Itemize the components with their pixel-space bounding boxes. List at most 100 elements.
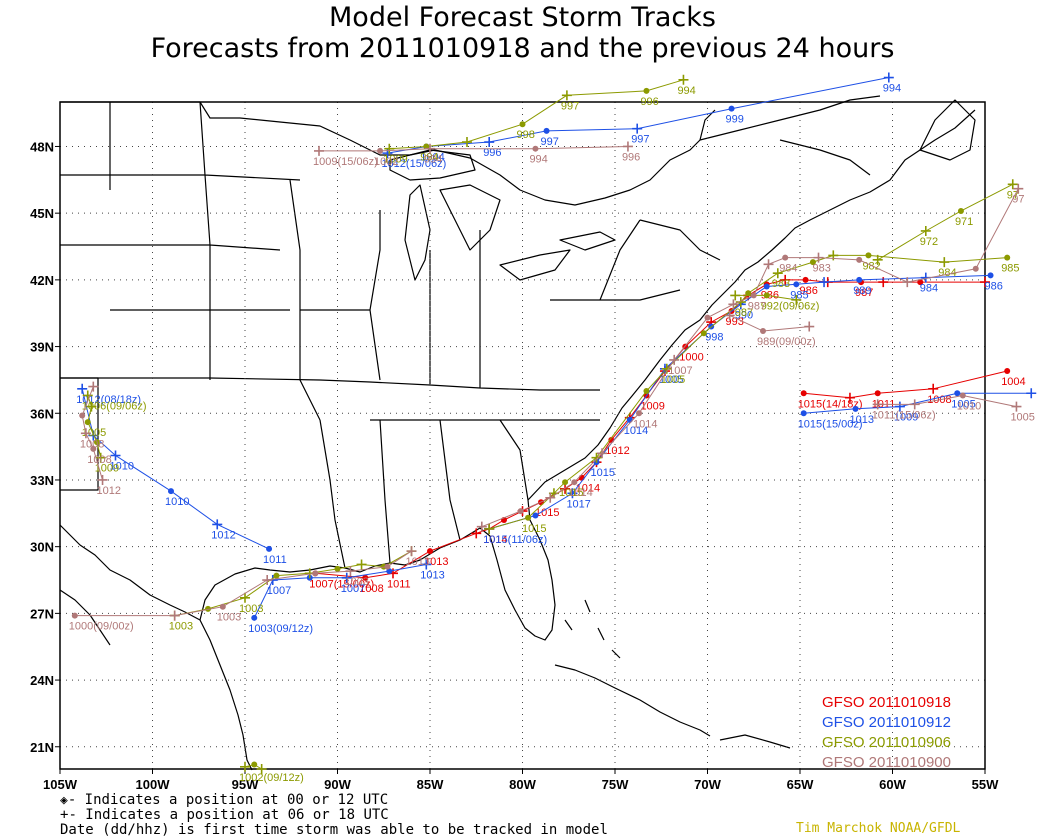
track-point-offhour <box>88 430 99 441</box>
pressure-label: 999 <box>726 114 744 126</box>
state-lines-northeast <box>550 219 721 301</box>
pressure-label: 1009 <box>383 154 407 166</box>
state-lines-south <box>319 419 600 569</box>
track-point-offhour <box>560 483 571 494</box>
track-point-synoptic <box>543 127 550 134</box>
pressure-label: 984 <box>920 283 938 295</box>
bahamas <box>564 599 621 659</box>
pressure-label: 1005 <box>659 374 683 386</box>
track-point-offhour <box>80 428 91 439</box>
track-brown-north: 1009(15/06z)1002 994 994 996 <box>313 141 640 168</box>
pressure-label: 1014 <box>633 418 657 430</box>
track-point-offhour <box>894 401 905 412</box>
pressure-label: 1012(15/06z) <box>381 158 446 170</box>
pressure-label: 983 <box>813 263 831 275</box>
track-point-offhour <box>476 521 487 532</box>
track-point-synoptic <box>760 328 766 335</box>
track-point-offhour <box>772 268 783 279</box>
track-point-offhour <box>980 277 990 288</box>
track-point-offhour <box>88 381 99 392</box>
track-point-synoptic <box>626 416 633 423</box>
track-point-synoptic <box>90 445 97 452</box>
track-point-offhour <box>356 559 367 570</box>
track-point-synoptic <box>362 574 369 581</box>
pressure-label: 1011 <box>263 554 287 566</box>
pressure-label: 1005 <box>1010 412 1034 424</box>
footnote-date: Date (dd/hhz) is first time storm was ab… <box>60 822 608 838</box>
track-point-offhour <box>730 290 741 301</box>
track-point-synoptic <box>972 265 979 272</box>
track-point-synoptic <box>987 272 994 279</box>
track-point-synoptic <box>517 508 524 515</box>
pressure-label: 1013 <box>406 556 430 568</box>
lat-tick-label: 27N <box>30 606 54 621</box>
track-point-offhour <box>240 592 250 603</box>
pressure-label: 998 <box>517 129 535 141</box>
pressure-label: 990 <box>735 309 753 321</box>
track-line <box>877 183 1014 261</box>
track-point-offhour <box>591 452 602 463</box>
pressure-label: 996 <box>622 151 640 163</box>
track-olive-north: 1009 994 998 997 996 994 <box>383 74 696 166</box>
legend-entry: GFSO 2011010906 <box>822 734 951 751</box>
pressure-label: 1015(11/06z) <box>483 534 547 546</box>
yucatan <box>59 589 111 646</box>
lat-tick-label: 36N <box>30 406 54 421</box>
track-point-synoptic <box>800 410 807 417</box>
track-line <box>74 550 412 617</box>
track-point-synoptic <box>745 290 752 297</box>
footnote-cross: +- Indicates a position at 06 or 18 UTC <box>60 807 389 823</box>
track-point-offhour <box>780 274 791 285</box>
lon-tick-label: 60W <box>879 777 906 792</box>
track-point-offhour <box>341 572 352 583</box>
track-point-offhour <box>661 363 672 374</box>
model-legend: GFSO 2011010918 GFSO 2011010912 GFSO 20110… <box>822 694 951 771</box>
lon-tick-label: 105W <box>43 777 78 792</box>
track-point-offhour <box>97 474 108 485</box>
track-point-offhour <box>724 310 735 321</box>
lat-tick-label: 21N <box>30 740 54 755</box>
pressure-label: 986 <box>985 280 1003 292</box>
track-point-synoptic <box>782 254 789 261</box>
track-point-offhour <box>545 492 556 503</box>
track-blue-atl: 1015(15/00z)1013 1009 1005 <box>798 388 1037 430</box>
pressure-label: 1007 <box>267 585 291 597</box>
pressure-label: 1003 <box>344 576 368 588</box>
track-point-synoptic <box>79 412 86 419</box>
lat-lon-grid <box>60 102 985 769</box>
pressure-label: 998 <box>705 332 723 344</box>
pressure-label: 1003 <box>169 621 193 633</box>
lon-tick-label: 75W <box>602 777 629 792</box>
pressure-label: 1010 <box>957 400 981 412</box>
lon-tick-label: 100W <box>136 777 171 792</box>
pressure-label: 987 <box>855 287 873 299</box>
track-point-synoptic <box>251 761 258 768</box>
lon-tick-label: 95W <box>232 777 259 792</box>
track-point-offhour <box>872 399 883 410</box>
lat-tick-label: 45N <box>30 206 54 221</box>
pressure-label: 986 <box>800 285 818 297</box>
track-point-synoptic <box>251 614 258 621</box>
pressure-label: 1013 <box>850 414 874 426</box>
track-point-synoptic <box>750 292 757 299</box>
track-point-offhour <box>813 252 824 263</box>
track-olive-east: 992(09/06z) <box>730 290 819 312</box>
track-point-synoptic <box>643 388 650 395</box>
track-point-offhour <box>86 401 97 412</box>
pressure-label: 97 <box>1012 194 1024 206</box>
state-lines-north <box>60 101 321 421</box>
state-lines-central <box>60 210 600 391</box>
texas-panhandle <box>60 377 99 491</box>
track-point-offhour <box>791 294 802 305</box>
pressure-label: 1008 <box>359 583 383 595</box>
pressure-label: 1010 <box>110 461 134 473</box>
track-point-synoptic <box>312 570 319 577</box>
track-point-synoptic <box>94 439 100 446</box>
track-point-synoptic <box>578 474 585 481</box>
pressure-label: 972 <box>920 236 938 248</box>
track-point-offhour <box>678 74 689 85</box>
footnote-circle: ◈- Indicates a position at 00 or 12 UTC <box>60 792 389 808</box>
track-point-offhour <box>262 575 273 586</box>
